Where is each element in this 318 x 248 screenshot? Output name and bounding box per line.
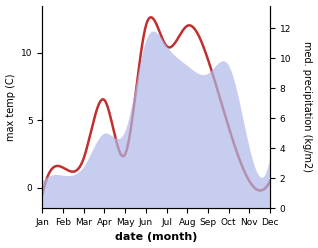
Y-axis label: med. precipitation (kg/m2): med. precipitation (kg/m2): [302, 41, 313, 172]
X-axis label: date (month): date (month): [115, 232, 197, 243]
Y-axis label: max temp (C): max temp (C): [5, 73, 16, 141]
